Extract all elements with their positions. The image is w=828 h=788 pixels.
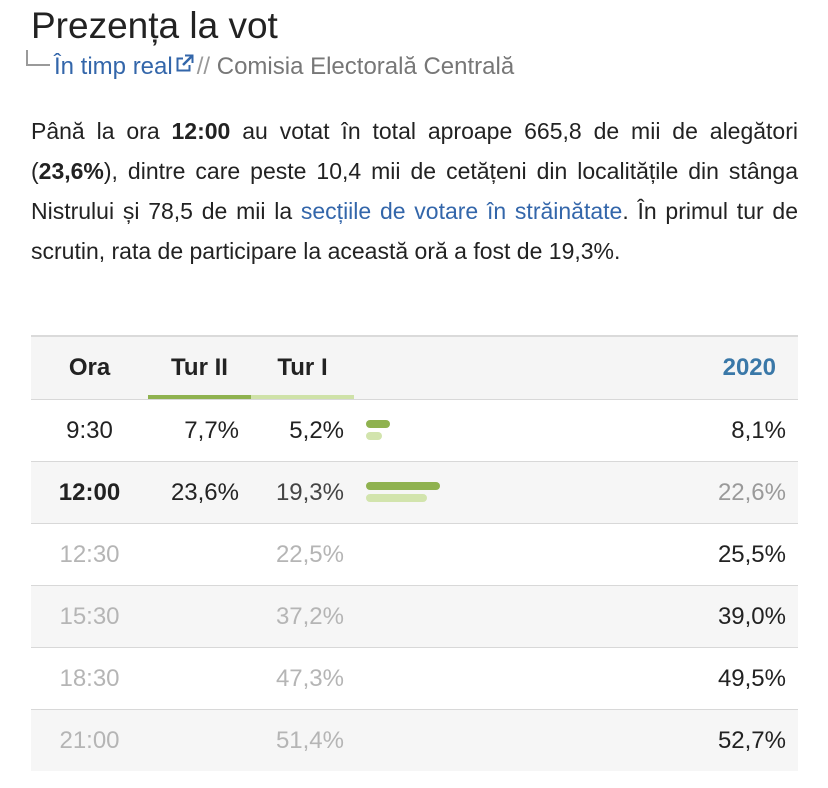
cell-bars <box>354 399 554 462</box>
cell-tur1: 22,5% <box>251 523 354 586</box>
cell-tur2 <box>148 585 251 648</box>
cell-tur2 <box>148 523 251 586</box>
cell-bars <box>354 647 554 710</box>
table-row: 12:00 23,6% 19,3% 22,6% <box>31 461 798 524</box>
turnout-table: Ora Tur II Tur I 2020 9:30 7,7% 5,2% 8,1% 12… <box>31 335 798 771</box>
cell-2020: 52,7% <box>554 709 798 771</box>
cell-ora: 12:00 <box>31 461 148 524</box>
source-line: În timp real // Comisia Electorală Centra… <box>26 48 514 82</box>
cell-tur1: 47,3% <box>251 647 354 710</box>
external-link-icon[interactable] <box>176 48 194 82</box>
intro-text: au votat în total aproape 665,8 de mii d… <box>31 118 798 184</box>
cell-2020: 25,5% <box>554 523 798 586</box>
tab-tur1-label: Tur I <box>277 354 328 381</box>
intro-paragraph: Până la ora 12:00 au votat în total apro… <box>31 111 798 271</box>
tab-tur1-underline <box>251 395 354 399</box>
tab-2020[interactable]: 2020 <box>554 336 798 400</box>
cell-tur1: 37,2% <box>251 585 354 648</box>
tab-tur2-underline <box>148 395 251 399</box>
abroad-polling-link[interactable]: secțiile de votare în străinătate <box>300 198 623 224</box>
cell-tur1: 5,2% <box>251 399 354 462</box>
cell-ora: 15:30 <box>31 585 148 648</box>
table-row: 12:30 22,5% 25,5% <box>31 523 798 586</box>
table-row: 18:30 47,3% 49,5% <box>31 647 798 710</box>
cell-ora: 9:30 <box>31 399 148 462</box>
cell-tur2: 23,6% <box>148 461 251 524</box>
tab-tur2[interactable]: Tur II <box>148 336 251 400</box>
tab-tur2-label: Tur II <box>171 354 228 381</box>
intro-text: ), dintre care peste 10,4 mii de cetățen… <box>31 158 798 224</box>
intro-text: . În primul tur de scrutin, rata de part… <box>31 198 798 264</box>
cell-2020: 39,0% <box>554 585 798 648</box>
cell-ora: 12:30 <box>31 523 148 586</box>
cell-tur1: 51,4% <box>251 709 354 771</box>
table-row: 9:30 7,7% 5,2% 8,1% <box>31 399 798 462</box>
source-name: Comisia Electorală Centrală <box>216 53 515 80</box>
tur2-bar <box>366 419 390 428</box>
subdirectory-arrow-icon <box>26 50 50 66</box>
cell-tur2: 7,7% <box>148 399 251 462</box>
cell-bars <box>354 461 554 524</box>
intro-time: 12:00 <box>171 118 231 144</box>
cell-ora: 21:00 <box>31 709 148 771</box>
cell-tur1: 19,3% <box>251 461 354 524</box>
cell-2020: 22,6% <box>554 461 798 524</box>
table-row: 15:30 37,2% 39,0% <box>31 585 798 648</box>
cell-bars <box>354 585 554 648</box>
cell-tur2 <box>148 709 251 771</box>
intro-text: Până la ora <box>31 118 172 144</box>
cell-bars <box>354 709 554 771</box>
table-row: 21:00 51,4% 52,7% <box>31 709 798 771</box>
header-ora: Ora <box>31 336 148 400</box>
tab-tur1[interactable]: Tur I <box>251 336 354 400</box>
tur1-bar <box>366 431 382 440</box>
cell-bars <box>354 523 554 586</box>
tur2-bar <box>366 481 440 490</box>
cell-ora: 18:30 <box>31 647 148 710</box>
header-bars <box>354 336 554 400</box>
cell-tur2 <box>148 647 251 710</box>
intro-percent: 23,6% <box>38 158 104 184</box>
table-header-row: Ora Tur II Tur I 2020 <box>31 336 798 400</box>
live-link[interactable]: În timp real <box>54 53 173 80</box>
separator: // <box>196 53 211 80</box>
cell-2020: 8,1% <box>554 399 798 462</box>
tur1-bar <box>366 493 427 502</box>
page-title: Prezența la vot <box>31 5 278 46</box>
cell-2020: 49,5% <box>554 647 798 710</box>
